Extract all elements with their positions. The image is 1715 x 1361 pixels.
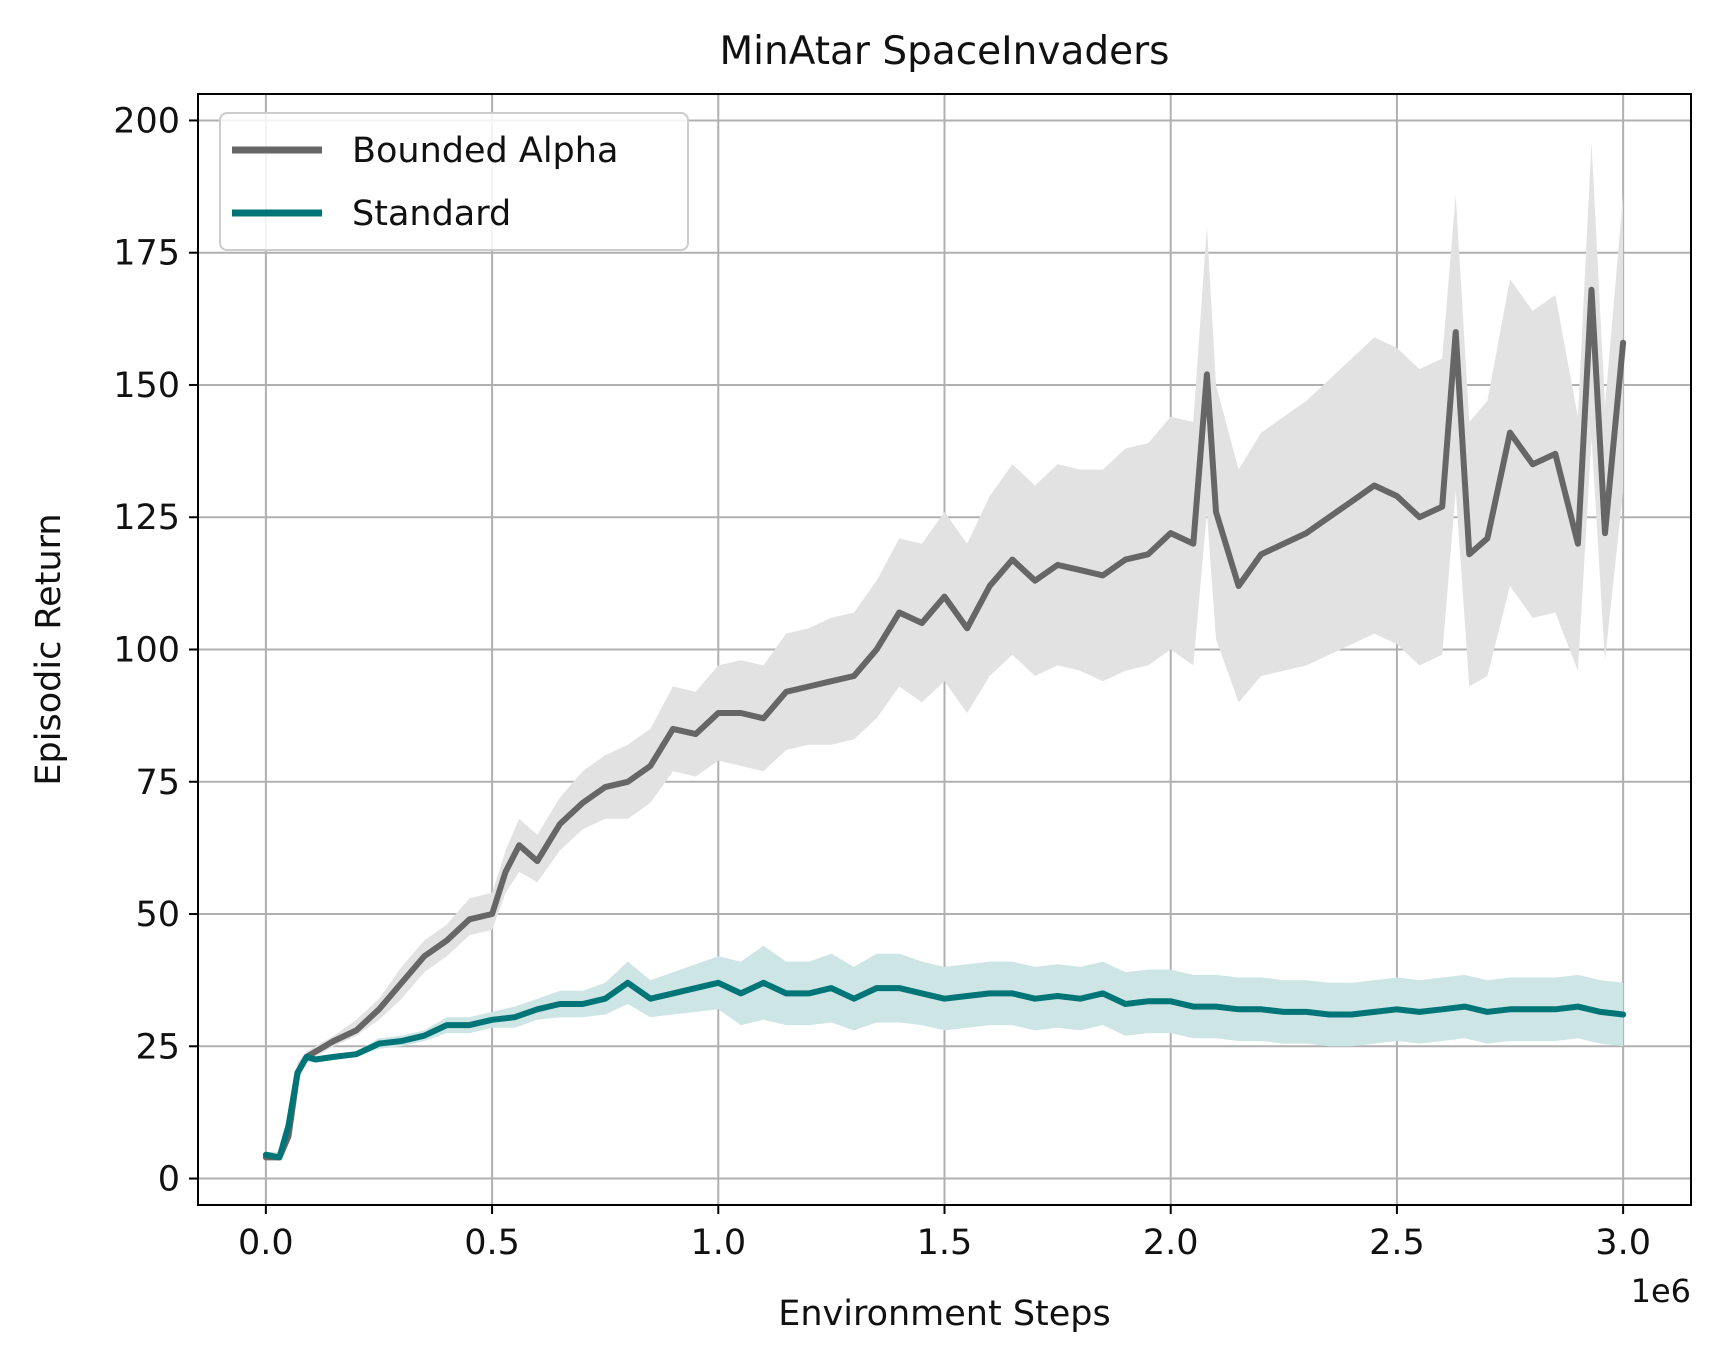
- x-axis-scale-label: 1e6: [1631, 1272, 1691, 1310]
- x-axis-label: Environment Steps: [778, 1294, 1111, 1334]
- legend-box: [219, 112, 689, 251]
- legend: Bounded Alpha Standard: [219, 112, 689, 251]
- legend-label-bounded-alpha: Bounded Alpha: [352, 131, 618, 171]
- x-axis-ticks: 0.0 0.5 1.0 1.5 2.0 2.5 3.0: [238, 1205, 1651, 1263]
- line-standard: [262, 979, 1627, 1161]
- legend-label-standard: Standard: [352, 194, 511, 234]
- y-tick-label: 175: [113, 234, 180, 274]
- x-tick-label: 0.5: [464, 1223, 520, 1263]
- x-tick-label: 1.0: [690, 1223, 746, 1263]
- line-bounded-alpha: [262, 286, 1627, 1161]
- y-tick-label: 25: [135, 1027, 180, 1067]
- y-tick-label: 50: [135, 895, 180, 935]
- y-tick-label: 200: [113, 101, 180, 141]
- x-tick-label: 1.5: [917, 1223, 973, 1263]
- y-tick-label: 125: [113, 498, 180, 538]
- chart-title: MinAtar SpaceInvaders: [720, 29, 1170, 74]
- series-lines: [262, 286, 1627, 1161]
- y-tick-label: 100: [113, 631, 180, 671]
- x-tick-label: 2.5: [1369, 1223, 1425, 1263]
- x-tick-label: 3.0: [1595, 1223, 1651, 1263]
- y-tick-label: 75: [135, 763, 180, 803]
- y-tick-label: 0: [158, 1160, 180, 1200]
- y-tick-label: 150: [113, 366, 180, 406]
- x-tick-label: 0.0: [238, 1223, 294, 1263]
- y-axis-ticks: 0 25 50 75 100 125 150 175 200: [113, 101, 198, 1200]
- y-axis-label: Episodic Return: [29, 513, 69, 785]
- band-bounded-alpha: [265, 141, 1624, 1158]
- x-tick-label: 2.0: [1143, 1223, 1199, 1263]
- grid: [198, 94, 1691, 1205]
